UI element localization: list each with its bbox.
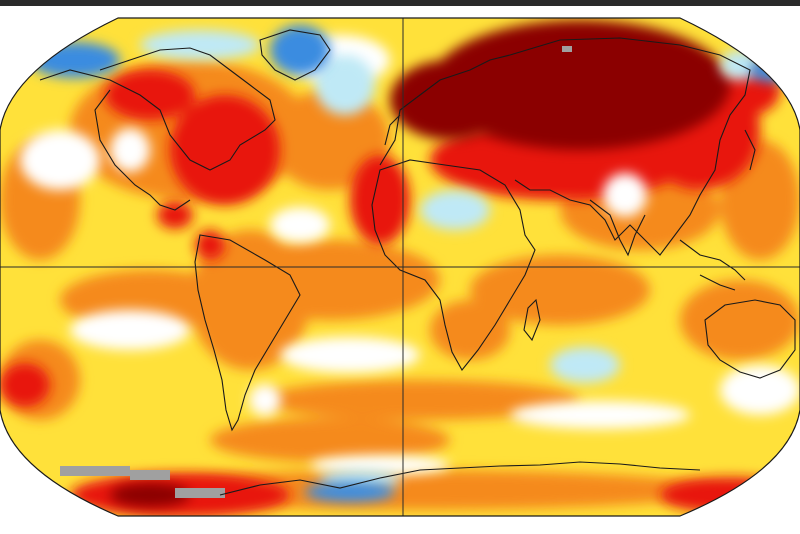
darkred-antarctic [110,483,190,507]
blue-north-pacific-right [750,58,790,82]
darkred-siberia [430,20,730,150]
orange-indian-ocean [470,255,650,325]
white-north-pacific [20,130,100,190]
coast-india [589,199,646,257]
coast-south-america [194,234,301,432]
orange-atlantic-north [270,90,390,190]
darkred-europe [390,60,510,140]
lightblue-layer [140,30,760,490]
red-amazon [195,230,225,260]
white-layer [20,35,800,475]
white-east-pacific-south [720,365,800,415]
white-south-pacific [70,310,190,350]
lightblue-south-pacific-west [550,347,620,383]
white-southern-ocean [510,401,690,429]
white-canada [110,128,150,172]
red-alaska [105,70,195,120]
red-layer [0,65,800,516]
gray-antarctic-1 [60,466,130,476]
coast-asia [509,37,751,256]
gray-siberia-speck [562,46,572,52]
gray-antarctic-3 [175,488,225,498]
coast-africa [371,159,536,371]
red-antarctic-right [660,477,800,513]
orange-south-america [190,230,310,370]
orange-south-atlantic [210,418,450,462]
coast-madagascar [523,298,541,342]
white-india [603,173,647,217]
red-north-africa [350,155,410,245]
coast-greenland [259,29,331,81]
white-chile [249,384,281,416]
lightblue-arctic-canada [140,30,260,60]
map-frame [0,17,800,517]
coast-antarctica [219,461,701,496]
white-antarctic-center [310,455,450,475]
darkred-layer [110,20,730,507]
blue-north-pacific-left [30,42,120,78]
red-south-pacific [0,363,50,407]
red-eastern-north-america [170,95,280,205]
orange-australia [680,280,800,360]
coast-japan [744,129,756,171]
red-caribbean [157,201,193,229]
coast-north-america [39,47,276,211]
white-mid-atlantic [280,337,420,373]
coast-europe [379,54,511,166]
coastlines [39,29,796,496]
top-border-bar [0,0,800,6]
gray-antarctic-2 [130,470,170,480]
coast-australia [704,299,796,379]
orange-southern-ocean [260,380,580,420]
blue-greenland [270,25,330,75]
blue-antarctic-coast [305,482,395,502]
white-atlantic [270,207,330,243]
lightblue-north-atlantic [315,55,375,115]
gray-layer [60,46,572,498]
coast-se-asia [679,239,746,291]
lightblue-sahara [420,190,490,230]
